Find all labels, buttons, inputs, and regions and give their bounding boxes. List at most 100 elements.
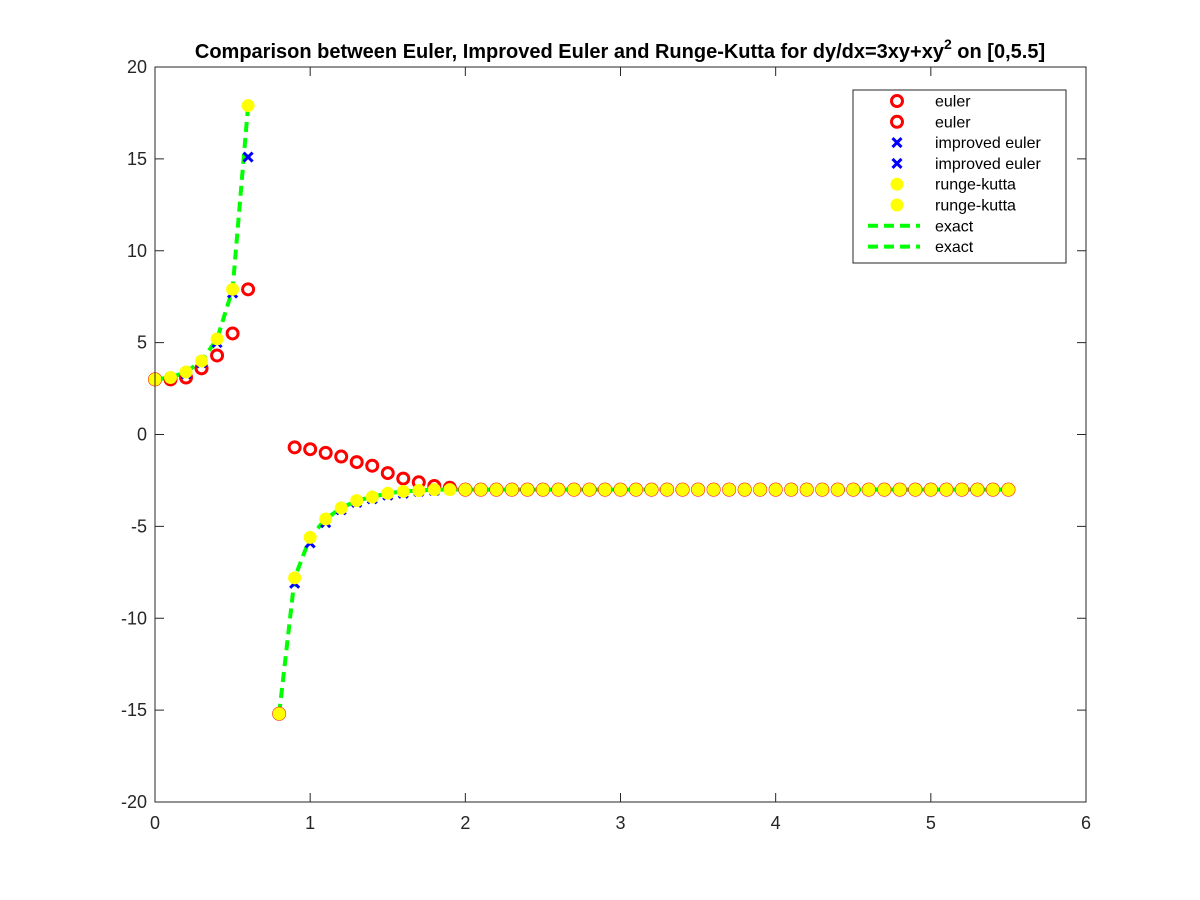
euler-point [303,442,318,457]
runge-kutta-point [567,483,581,497]
legend-label: runge-kutta [935,177,1016,194]
legend-box [852,89,1067,264]
runge-kutta-point [195,354,209,368]
runge-kutta-point [939,483,953,497]
y-tick-label: 15 [127,149,147,169]
legend-label: exact [935,239,974,256]
runge-kutta-point [226,282,240,296]
y-tick-label: 0 [137,425,147,445]
runge-kutta-point [319,512,333,526]
runge-kutta-point [614,483,627,497]
runge-kutta-point [365,490,379,504]
runge-kutta-point [769,483,783,497]
euler-point [396,471,411,486]
runge-kutta-point [396,484,410,498]
x-tick-label: 4 [771,813,781,833]
legend-swatch-marker [891,157,903,169]
runge-kutta-point [381,486,395,500]
runge-kutta-point [489,483,503,497]
runge-kutta-point [676,483,690,497]
legend-entry: improved euler [891,135,1042,152]
runge-kutta-point [691,483,705,497]
runge-kutta-point [753,483,767,497]
legend-entry: runge-kutta [890,177,1016,194]
legend-label: euler [935,94,971,111]
legend-entry: euler [890,114,971,131]
legend-entry: runge-kutta [890,198,1016,215]
runge-kutta-point [443,483,457,497]
y-tick-label: -20 [121,792,147,812]
runge-kutta-point [955,483,969,497]
legend-entry: euler [890,94,971,111]
runge-kutta-point [831,483,845,497]
euler-point [287,440,302,455]
chart-title-superscript: 2 [944,36,952,52]
runge-kutta-markers [148,99,1015,721]
runge-kutta-point [784,483,798,497]
runge-kutta-point [862,483,876,497]
runge-kutta-point [800,483,814,497]
legend-label: runge-kutta [935,198,1016,215]
runge-kutta-point [986,483,1000,497]
legend-swatch-marker [890,177,904,191]
runge-kutta-point [179,365,193,379]
x-tick-label: 2 [460,813,470,833]
y-tick-label: -5 [131,516,147,536]
axis-ticks [154,66,1087,803]
legend: euler euler improved euler improved euler ru… [852,89,1067,264]
legend-label: improved euler [935,135,1042,152]
x-tick-label: 3 [615,813,625,833]
runge-kutta-point [645,483,659,497]
runge-kutta-point [427,483,441,497]
legend-label: exact [935,218,974,235]
legend-swatch-marker-stroke [891,137,903,149]
legend-entry: exact [868,218,974,235]
runge-kutta-point [334,501,348,515]
legend-swatch-marker [891,137,903,149]
marker-layer [148,99,1016,721]
y-axis-tick-labels: -20 -15 -10 -5 0 5 10 15 20 [121,57,147,812]
y-tick-label: -10 [121,608,147,628]
runge-kutta-point [893,483,907,497]
legend-label: improved euler [935,156,1042,173]
y-tick-label: 10 [127,241,147,261]
runge-kutta-point [288,571,302,585]
legend-swatch-marker [890,94,904,108]
euler-point [210,348,225,363]
legend-entry: improved euler [891,156,1042,173]
runge-kutta-point [738,483,752,497]
y-tick-label: 5 [137,333,147,353]
legend-swatch-marker-stroke [891,157,903,169]
runge-kutta-point [303,530,317,544]
runge-kutta-point [908,483,922,497]
legend-swatch-marker [890,198,904,212]
runge-kutta-point [474,483,488,497]
x-tick-label: 1 [305,813,315,833]
runge-kutta-point [210,332,224,346]
runge-kutta-point [520,483,534,497]
runge-kutta-point [660,483,674,497]
x-axis-tick-labels: 0 1 2 3 4 5 6 [150,813,1091,833]
euler-point [380,466,395,481]
x-tick-label: 6 [1081,813,1091,833]
euler-point [349,455,364,470]
runge-kutta-point [412,484,426,498]
euler-point [318,445,333,460]
runge-kutta-point [629,483,643,497]
runge-kutta-point [272,707,286,721]
chart-title-suffix: on [0,5.5] [952,41,1045,63]
x-tick-label: 5 [926,813,936,833]
runge-kutta-point [598,483,612,497]
euler-point [225,326,240,341]
runge-kutta-point [924,483,938,497]
euler-point [365,458,380,473]
legend-items: euler euler improved euler improved euler ru… [868,94,1042,256]
runge-kutta-point [164,371,178,385]
legend-label: euler [935,114,971,131]
runge-kutta-point [846,483,860,497]
runge-kutta-point [722,483,736,497]
runge-kutta-point [877,483,891,497]
runge-kutta-point [505,483,519,497]
runge-kutta-point [970,483,984,497]
